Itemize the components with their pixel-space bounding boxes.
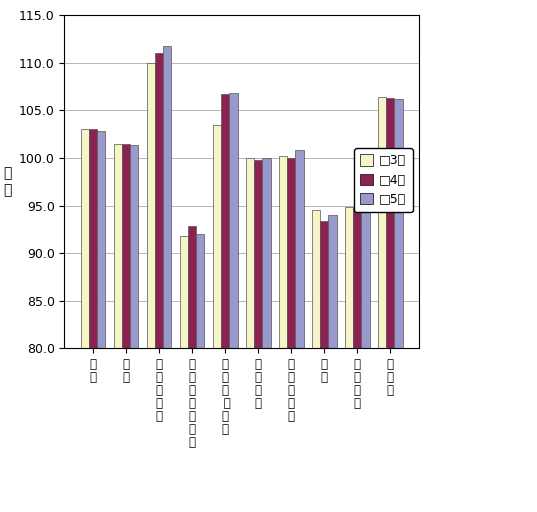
Bar [262, 158, 271, 348]
Bar [122, 144, 130, 348]
Bar [221, 94, 229, 348]
Bar [353, 208, 361, 348]
Bar [180, 236, 188, 348]
Bar [378, 97, 386, 348]
Y-axis label: 指
数: 指 数 [4, 167, 12, 197]
Bar [361, 210, 369, 348]
Bar [155, 53, 163, 348]
Legend: □3月, □4月, □5月: □3月, □4月, □5月 [354, 148, 412, 212]
Bar [196, 234, 205, 348]
Bar [130, 145, 139, 348]
Bar [329, 215, 337, 348]
Bar [163, 46, 171, 348]
Bar [229, 93, 237, 348]
Bar [147, 63, 155, 348]
Bar [279, 156, 287, 348]
Bar [188, 226, 196, 348]
Bar [89, 130, 97, 348]
Bar [81, 130, 89, 348]
Bar [386, 98, 395, 348]
Bar [312, 210, 320, 348]
Bar [246, 158, 254, 348]
Bar [287, 158, 295, 348]
Bar [114, 144, 122, 348]
Bar [295, 151, 303, 348]
Bar [97, 132, 105, 348]
Bar [254, 160, 262, 348]
Bar [395, 99, 403, 348]
Bar [320, 221, 329, 348]
Bar [213, 125, 221, 348]
Bar [345, 207, 353, 348]
